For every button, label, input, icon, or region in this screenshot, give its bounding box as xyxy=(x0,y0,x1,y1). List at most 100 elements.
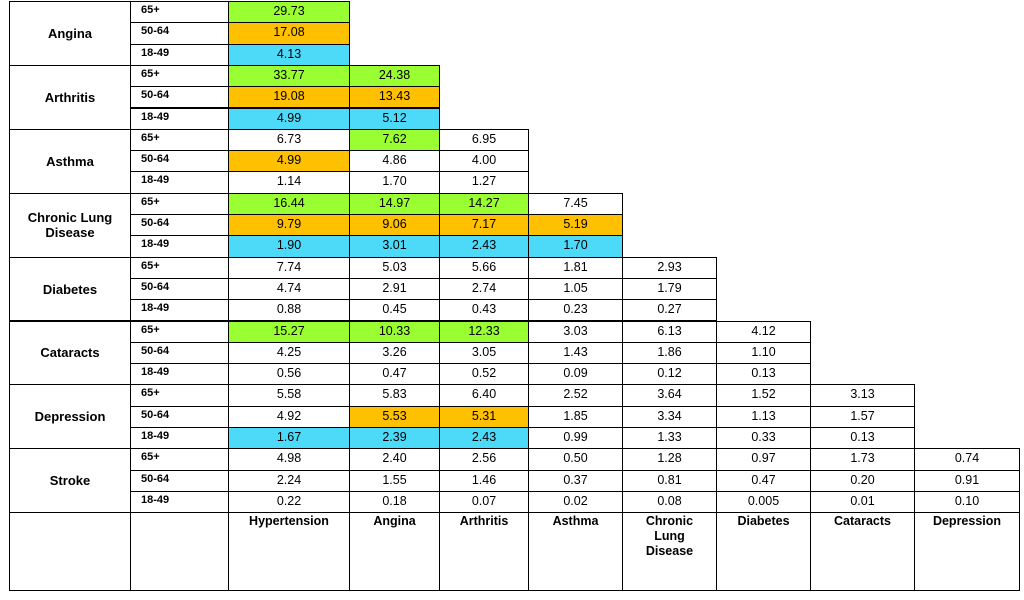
condition-label-line: Angina xyxy=(47,25,93,41)
value-cell: 5.12 xyxy=(349,107,440,130)
value-cell: 6.95 xyxy=(439,128,529,152)
age-group-label: 65+ xyxy=(130,128,229,152)
age-group-label: 50-64 xyxy=(130,86,229,109)
value-cell: 3.05 xyxy=(439,341,529,365)
value-cell: 4.98 xyxy=(228,448,350,471)
value-cell: 0.74 xyxy=(914,448,1020,471)
value-cell: 2.39 xyxy=(349,427,440,450)
value-cell: 5.53 xyxy=(349,405,440,428)
condition-label-text: Cataracts xyxy=(40,345,99,360)
age-group-label: 18-49 xyxy=(130,235,229,258)
condition-label-text: Arthritis xyxy=(45,90,96,105)
condition-label: Chronic Lung Disease xyxy=(9,192,131,258)
value-cell: 4.92 xyxy=(228,405,350,428)
value-cell: 5.19 xyxy=(528,214,623,237)
value-cell: 2.40 xyxy=(349,448,440,471)
value-cell: 1.46 xyxy=(439,469,529,492)
value-cell: 0.02 xyxy=(528,490,623,514)
value-cell: 1.28 xyxy=(622,448,717,471)
value-cell: 4.86 xyxy=(349,150,440,173)
condition-label: Angina xyxy=(9,1,131,66)
age-group-label: 18-49 xyxy=(130,171,229,194)
value-cell: 3.01 xyxy=(349,235,440,258)
value-cell: 1.13 xyxy=(716,405,811,428)
condition-label-line: Stroke xyxy=(49,473,91,489)
value-cell: 0.97 xyxy=(716,448,811,471)
value-cell: 16.44 xyxy=(228,192,350,215)
age-group-label: 50-64 xyxy=(130,469,229,492)
value-cell: 0.99 xyxy=(528,427,623,450)
value-cell: 4.74 xyxy=(228,277,350,301)
value-cell: 5.58 xyxy=(228,384,350,407)
value-cell: 7.45 xyxy=(528,192,623,215)
condition-label-text: Depression xyxy=(35,409,106,424)
value-cell: 0.47 xyxy=(349,363,440,386)
column-header-line: Depression xyxy=(932,514,1002,529)
age-group-label: 65+ xyxy=(130,64,229,88)
value-cell: 0.33 xyxy=(716,427,811,450)
value-cell: 4.00 xyxy=(439,150,529,173)
column-header: Cataracts xyxy=(810,512,915,591)
age-group-label: 65+ xyxy=(130,320,229,343)
value-cell: 6.73 xyxy=(228,128,350,152)
value-cell: 0.13 xyxy=(716,363,811,386)
age-group-label: 18-49 xyxy=(130,427,229,450)
value-cell: 33.77 xyxy=(228,64,350,88)
value-cell: 5.31 xyxy=(439,405,529,428)
value-cell: 4.99 xyxy=(228,107,350,130)
value-cell: 0.56 xyxy=(228,363,350,386)
value-cell: 3.34 xyxy=(622,405,717,428)
value-cell: 2.43 xyxy=(439,427,529,450)
footer-blank-cell xyxy=(130,512,229,591)
value-cell: 0.20 xyxy=(810,469,915,492)
value-cell: 0.81 xyxy=(622,469,717,492)
age-group-label: 18-49 xyxy=(130,299,229,322)
age-group-label: 50-64 xyxy=(130,341,229,365)
value-cell: 9.06 xyxy=(349,214,440,237)
column-header-line: Hypertension xyxy=(249,514,329,529)
value-cell: 0.45 xyxy=(349,299,440,322)
value-cell: 4.25 xyxy=(228,341,350,365)
value-cell: 14.27 xyxy=(439,192,529,215)
value-cell: 1.79 xyxy=(622,277,717,301)
value-cell: 1.55 xyxy=(349,469,440,492)
value-cell: 1.43 xyxy=(528,341,623,365)
value-cell: 29.73 xyxy=(228,1,350,24)
condition-label-line: Depression xyxy=(34,409,106,425)
condition-label-text: Angina xyxy=(48,26,92,41)
condition-label: Asthma xyxy=(9,128,131,194)
value-cell: 1.57 xyxy=(810,405,915,428)
column-header: Diabetes xyxy=(716,512,811,591)
value-cell: 1.70 xyxy=(349,171,440,194)
column-header: Asthma xyxy=(528,512,623,591)
value-cell: 0.88 xyxy=(228,299,350,322)
condition-label: Cataracts xyxy=(9,320,131,386)
value-cell: 2.74 xyxy=(439,277,529,301)
condition-label-line: Disease xyxy=(45,225,95,241)
condition-label-text: Asthma xyxy=(46,154,94,169)
age-group-label: 18-49 xyxy=(130,490,229,514)
age-group-label: 50-64 xyxy=(130,22,229,45)
age-group-label: 18-49 xyxy=(130,43,229,66)
value-cell: 7.74 xyxy=(228,256,350,279)
condition-label-line: Diabetes xyxy=(42,281,98,297)
value-cell: 1.90 xyxy=(228,235,350,258)
column-header: Hypertension xyxy=(228,512,350,591)
condition-label-line: Asthma xyxy=(46,153,94,169)
value-cell: 1.33 xyxy=(622,427,717,450)
value-cell: 12.33 xyxy=(439,320,529,343)
value-cell: 0.09 xyxy=(528,363,623,386)
condition-label-line: Arthritis xyxy=(44,89,96,105)
value-cell: 1.52 xyxy=(716,384,811,407)
value-cell: 0.13 xyxy=(810,427,915,450)
age-group-label: 65+ xyxy=(130,448,229,471)
column-header-line: Cataracts xyxy=(834,514,891,529)
value-cell: 0.22 xyxy=(228,490,350,514)
value-cell: 15.27 xyxy=(228,320,350,343)
value-cell: 1.73 xyxy=(810,448,915,471)
value-cell: 10.33 xyxy=(349,320,440,343)
age-group-label: 50-64 xyxy=(130,150,229,173)
value-cell: 3.03 xyxy=(528,320,623,343)
value-cell: 0.23 xyxy=(528,299,623,322)
